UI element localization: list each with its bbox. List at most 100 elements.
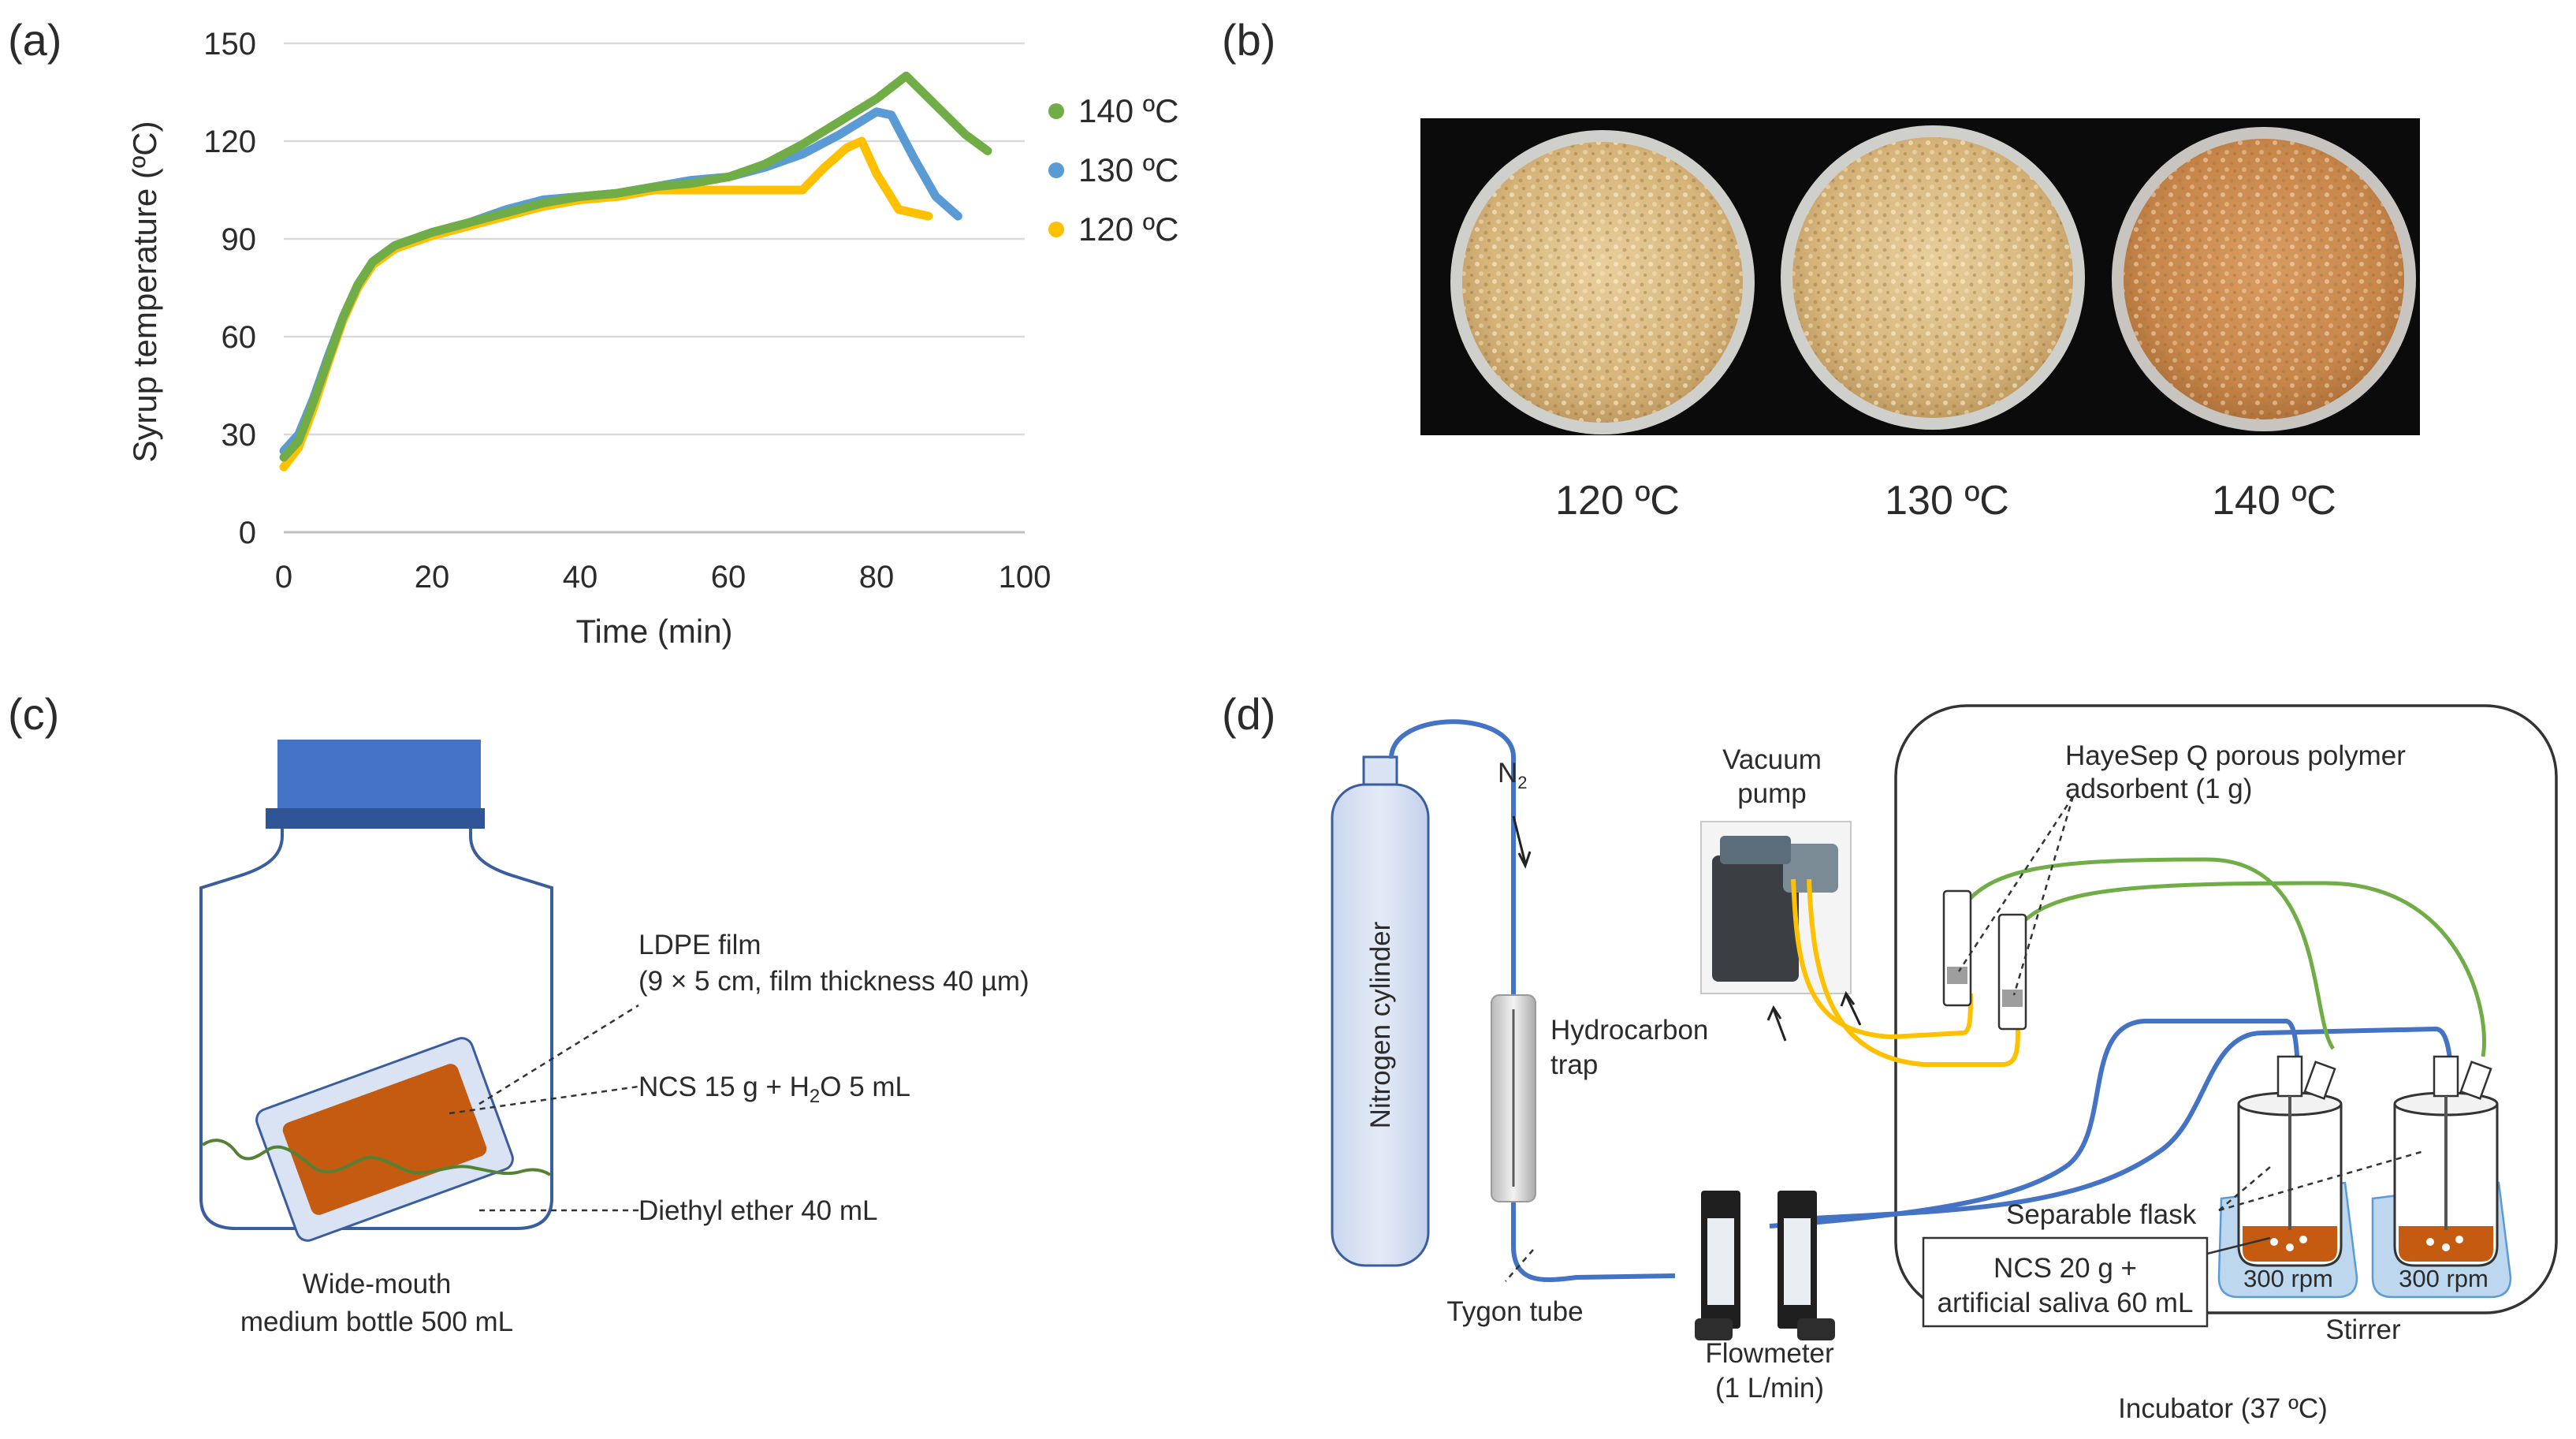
ncs-sample xyxy=(282,1064,487,1215)
flowmeter-1 xyxy=(1695,1191,1740,1340)
cylinder-label: Nitrogen cylinder xyxy=(1365,921,1396,1128)
flask-2-bubble-1 xyxy=(2426,1238,2434,1246)
x-tick-60: 60 xyxy=(711,560,746,595)
flask-leader-1 xyxy=(2218,1166,2271,1211)
flowmeter-1-knob xyxy=(1695,1318,1733,1340)
x-tick-80: 80 xyxy=(859,560,895,595)
y-tick-120: 120 xyxy=(203,125,256,159)
photo-label-130: 130 ºC xyxy=(1885,478,2009,524)
ether-label: Diethyl ether 40 mL xyxy=(638,1195,877,1226)
flow-tube-2 xyxy=(1812,1026,2454,1221)
y-tick-150: 150 xyxy=(203,27,256,62)
y-tick-30: 30 xyxy=(221,418,257,453)
flask-1-bubble-3 xyxy=(2299,1236,2307,1243)
panel-label-b: (b) xyxy=(1222,15,1275,65)
photo-label-120: 120 ºC xyxy=(1555,478,1680,524)
flowmeter-label-2: (1 L/min) xyxy=(1715,1373,1824,1404)
trap-label-2: trap xyxy=(1550,1049,1598,1080)
legend-marker-120 xyxy=(1048,222,1064,237)
adsorbent-label-1: HayeSep Q porous polymer xyxy=(2065,740,2406,771)
flask-2-bubble-3 xyxy=(2455,1236,2463,1243)
rpm-label-2: 300 rpm xyxy=(2399,1265,2489,1292)
flask-1-port xyxy=(2303,1061,2336,1100)
flask-label: Separable flask xyxy=(2006,1199,2197,1230)
rpm-label-1: 300 rpm xyxy=(2243,1265,2333,1292)
nitrogen-cylinder xyxy=(1331,783,1430,1267)
flask-2-port xyxy=(2459,1061,2492,1100)
adsorbent-tube-1 xyxy=(1956,857,2336,1050)
adsorbent-leader-1 xyxy=(1957,796,2075,972)
dish-140 xyxy=(2112,127,2416,431)
y-tick-labels: 0 30 60 90 120 150 xyxy=(203,27,256,550)
n2-supply-tube xyxy=(1389,719,1676,1282)
ldpe-label: LDPE film xyxy=(638,930,761,960)
n2-label: N2 xyxy=(1498,758,1528,792)
incubator-box xyxy=(1894,704,2558,1314)
cylinder-valve xyxy=(1362,755,1398,787)
adsorbent-tube-2 xyxy=(2004,881,2486,1057)
vacuum-pump-body xyxy=(1712,856,1799,982)
vacuum-arrow-2 xyxy=(1845,994,1862,1026)
sample-photo xyxy=(1420,118,2420,435)
vacuum-arrowhead-2 xyxy=(1840,990,1856,1007)
ncs-callout-pointer xyxy=(2206,1236,2271,1255)
column-2-packing xyxy=(2002,990,2023,1007)
vacuum-arrow-1 xyxy=(1772,1008,1787,1042)
series-line-130 xyxy=(279,107,962,456)
ldpe-film xyxy=(255,1037,514,1242)
x-tick-20: 20 xyxy=(415,560,450,595)
ldpe-leader xyxy=(478,1004,639,1105)
flask-1-bubble-1 xyxy=(2270,1238,2278,1246)
ncs-callout-line-1: NCS 20 g + xyxy=(1993,1253,2137,1284)
x-tick-0: 0 xyxy=(275,560,292,595)
x-tick-40: 40 xyxy=(563,560,598,595)
vacuum-label-1: Vacuum xyxy=(1722,744,1822,775)
vacuum-tube-1 xyxy=(1791,878,1973,1040)
separable-flask-1 xyxy=(2237,1055,2343,1267)
y-tick-60: 60 xyxy=(221,320,257,355)
bottle-cap-ring xyxy=(266,808,485,829)
vacuum-pump-head xyxy=(1783,844,1838,893)
y-tick-90: 90 xyxy=(221,222,257,257)
vacuum-pump xyxy=(1700,821,1852,994)
bottle-label-2: medium bottle 500 mL xyxy=(240,1307,513,1337)
dish-130 xyxy=(1781,125,2085,430)
vacuum-tube-2 xyxy=(1807,878,2020,1067)
column-2-glass xyxy=(1997,913,2027,1031)
tygon-leader xyxy=(1505,1249,1534,1282)
chart-legend: 140 ºC 130 ºC 120 ºC xyxy=(1048,92,1178,248)
flowmeter-1-tube xyxy=(1707,1218,1734,1305)
panel-label-c: (c) xyxy=(8,689,59,739)
column-1-packing xyxy=(1947,967,1967,984)
trap-label-1: Hydrocarbon xyxy=(1550,1015,1708,1046)
ncs-leader xyxy=(449,1085,639,1115)
ncs-callout-box xyxy=(1922,1236,2209,1328)
vacuum-label-2: pump xyxy=(1737,778,1807,809)
series-line-140 xyxy=(279,71,992,462)
bottle-diagram xyxy=(199,740,639,1242)
x-tick-labels: 0 20 40 60 80 100 xyxy=(275,560,1052,595)
stirrer-label: Stirrer xyxy=(2325,1314,2401,1345)
dish-120 xyxy=(1450,130,1755,434)
dish-texture-140 xyxy=(2124,139,2404,419)
ether-surface-line xyxy=(201,1139,552,1176)
bottle-body xyxy=(199,829,553,1230)
apparatus-diagram xyxy=(1331,704,2558,1340)
legend-label-130: 130 ºC xyxy=(1078,151,1178,188)
y-tick-0: 0 xyxy=(239,516,256,550)
flowmeter-2-knob xyxy=(1797,1318,1835,1340)
ncs-mix-label: NCS 15 g + H2O 5 mL xyxy=(638,1072,910,1107)
vacuum-arrowhead-1 xyxy=(1766,1005,1782,1021)
flask-2-stirrer-head xyxy=(2433,1055,2459,1098)
x-tick-100: 100 xyxy=(999,560,1052,595)
flowmeter-label-1: Flowmeter xyxy=(1705,1338,1834,1369)
ncs-callout-line-2: artificial saliva 60 mL xyxy=(1938,1288,2194,1318)
flowmeter-2 xyxy=(1778,1191,1835,1340)
flowmeter-2-tube xyxy=(1784,1218,1811,1305)
tygon-label: Tygon tube xyxy=(1446,1296,1583,1327)
n2-flow-arrow xyxy=(1512,815,1527,864)
flask-1-bubble-2 xyxy=(2286,1243,2294,1251)
adsorbent-leader-2 xyxy=(2012,796,2075,996)
adsorbent-tube-column-1 xyxy=(1942,889,1972,1007)
